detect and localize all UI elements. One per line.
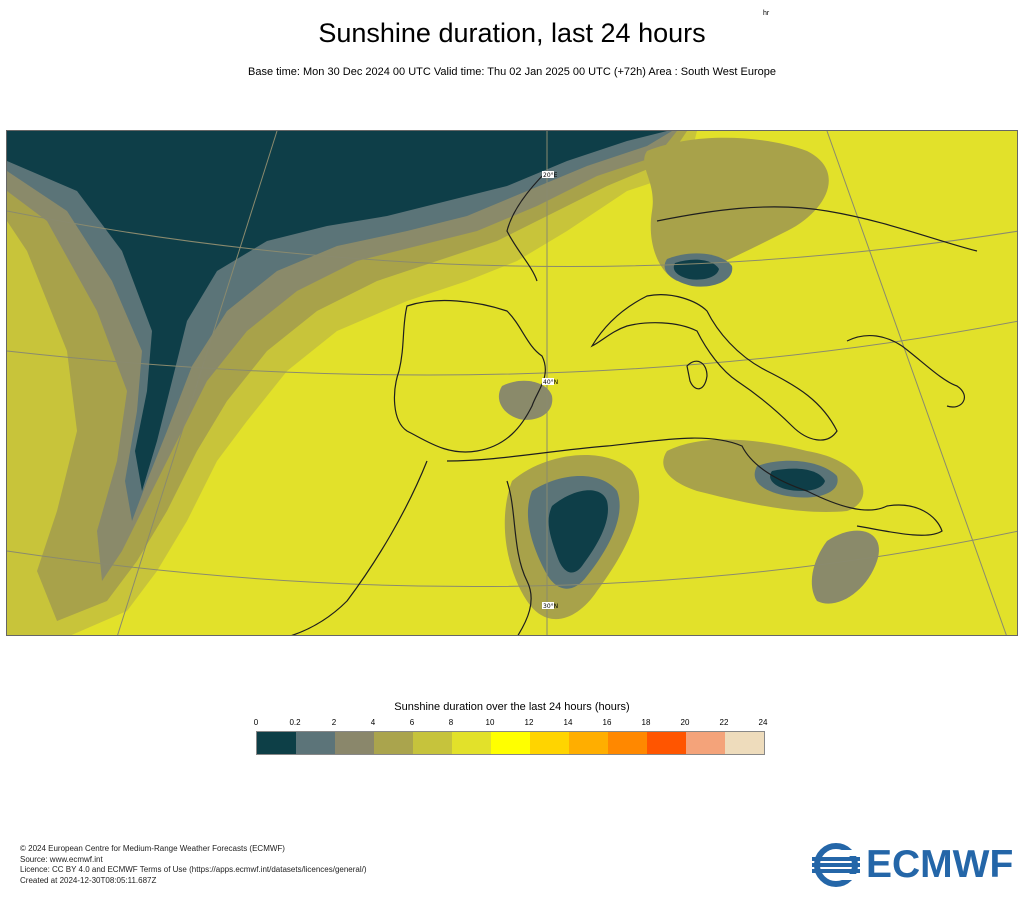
legend-swatch [413,732,452,754]
label-30n: 30°N [543,603,558,610]
atlas-cloud-core [548,490,608,573]
footer-credits: © 2024 European Centre for Medium-Range … [20,844,367,886]
footer-copyright: © 2024 European Centre for Medium-Range … [20,844,285,853]
alps-cloud-outer [644,137,829,281]
legend-colorbar [256,731,765,755]
graticule [7,131,1017,635]
egypt-cloud [811,530,879,604]
ecmwf-logo-text: ECMWF [866,843,1014,886]
legend-tick: 20 [680,718,690,727]
footer-created: Created at 2024-12-30T08:05:11.687Z [20,875,157,885]
legend-swatch [686,732,725,754]
ecmwf-logo: ECMWF [812,842,1014,888]
chart-title: Sunshine duration, last 24 hours [318,18,706,48]
legend-tick: 22 [719,718,729,727]
coastlines [291,170,978,635]
footer-licence: Licence: CC BY 4.0 and ECMWF Terms of Us… [20,865,367,874]
legend-tick: 16 [602,718,612,727]
legend-swatch [452,732,491,754]
map-canvas: 20°E 40°N 30°N [7,131,1017,635]
cloud-core [7,131,667,491]
legend-swatch [647,732,686,754]
legend-tick: 8 [448,718,454,727]
legend-tick: 10 [485,718,495,727]
legend-unit: hr [763,10,770,17]
legend-tick: 12 [524,718,534,727]
legend-swatch [491,732,530,754]
ecmwf-logo-icon [812,843,860,887]
point-labels: 20°E 40°N 30°N [542,171,558,610]
sunshine-map: 20°E 40°N 30°N [6,130,1018,636]
legend-tick: 2 [331,718,337,727]
legend-tick: 24 [758,718,768,727]
legend-swatch [374,732,413,754]
legend-swatch [608,732,647,754]
legend-swatch [725,732,764,754]
legend-swatch [335,732,374,754]
footer-source: Source: www.ecmwf.int [20,854,103,864]
legend-swatch [257,732,296,754]
legend-tick: 18 [641,718,651,727]
libya-cloud-core [770,468,825,491]
legend-tick: 4 [370,718,376,727]
label-20e: 20°E [543,172,558,179]
legend-tick: 0 [253,718,259,727]
chart-subtitle: Base time: Mon 30 Dec 2024 00 UTC Valid … [248,66,776,78]
legend-swatch [530,732,569,754]
legend-title: Sunshine duration over the last 24 hours… [394,701,630,713]
legend-tick: 0.2 [289,718,301,727]
legend-tick: 6 [409,718,415,727]
legend-swatch [569,732,608,754]
legend-ticks: 0 0.2 2 4 6 8 10 12 14 16 18 20 22 24 [253,718,776,730]
legend-tick: 14 [563,718,573,727]
label-40n: 40°N [543,379,558,386]
legend-swatch [296,732,335,754]
